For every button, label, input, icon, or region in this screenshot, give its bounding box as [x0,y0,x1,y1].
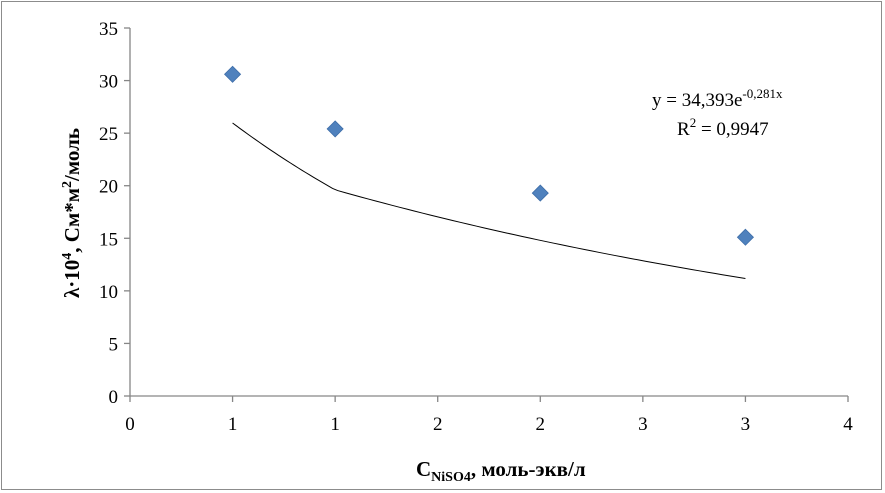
y-axis-ticks: 0 5 10 15 20 25 30 35 [99,19,130,408]
y-axis-title: λ·104, См*м2/моль [60,128,84,298]
y-tick-label: 15 [99,229,118,250]
data-point-marker [326,120,344,138]
data-point-marker [531,184,549,202]
data-point-marker [736,228,754,246]
x-tick-label: 0 [125,414,135,435]
y-tick-label: 0 [109,387,119,408]
y-tick-label: 5 [109,334,119,355]
x-tick-label: 1 [228,414,238,435]
x-tick-label: 2 [433,414,443,435]
x-tick-label: 3 [638,414,648,435]
trendline [232,122,746,279]
x-tick-label: 2 [536,414,546,435]
y-tick-label: 25 [99,124,118,145]
data-points [224,65,754,246]
x-axis-ticks: 0 1 1 2 2 3 3 4 [125,396,853,435]
r-squared: R2 = 0,9947 [677,115,769,140]
x-tick-label: 4 [843,414,853,435]
x-axis-title: CNiSO4, моль-экв/л [416,457,586,485]
y-tick-label: 20 [99,177,118,198]
data-point-marker [224,65,242,83]
trendline-equation: y = 34,393e-0,281x [652,86,783,111]
y-tick-label: 35 [99,19,118,40]
x-tick-label: 1 [330,414,340,435]
y-tick-label: 10 [99,282,118,303]
y-tick-label: 30 [99,72,118,93]
x-tick-label: 3 [741,414,751,435]
